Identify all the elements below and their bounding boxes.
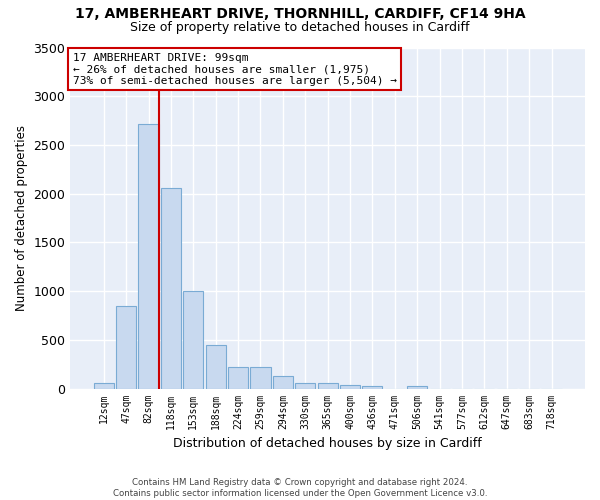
Bar [228, 367, 248, 388]
Bar [139, 124, 158, 388]
Y-axis label: Number of detached properties: Number of detached properties [15, 125, 28, 311]
Bar [317, 383, 338, 388]
Bar [116, 306, 136, 388]
X-axis label: Distribution of detached houses by size in Cardiff: Distribution of detached houses by size … [173, 437, 482, 450]
Text: 17, AMBERHEART DRIVE, THORNHILL, CARDIFF, CF14 9HA: 17, AMBERHEART DRIVE, THORNHILL, CARDIFF… [74, 8, 526, 22]
Bar [273, 376, 293, 388]
Text: Contains HM Land Registry data © Crown copyright and database right 2024.
Contai: Contains HM Land Registry data © Crown c… [113, 478, 487, 498]
Bar [161, 188, 181, 388]
Bar [250, 367, 271, 388]
Bar [183, 291, 203, 388]
Bar [295, 382, 316, 388]
Text: 17 AMBERHEART DRIVE: 99sqm
← 26% of detached houses are smaller (1,975)
73% of s: 17 AMBERHEART DRIVE: 99sqm ← 26% of deta… [73, 52, 397, 86]
Bar [206, 344, 226, 389]
Bar [407, 386, 427, 388]
Bar [340, 385, 360, 388]
Bar [362, 386, 382, 388]
Text: Size of property relative to detached houses in Cardiff: Size of property relative to detached ho… [130, 21, 470, 34]
Bar [94, 382, 114, 388]
